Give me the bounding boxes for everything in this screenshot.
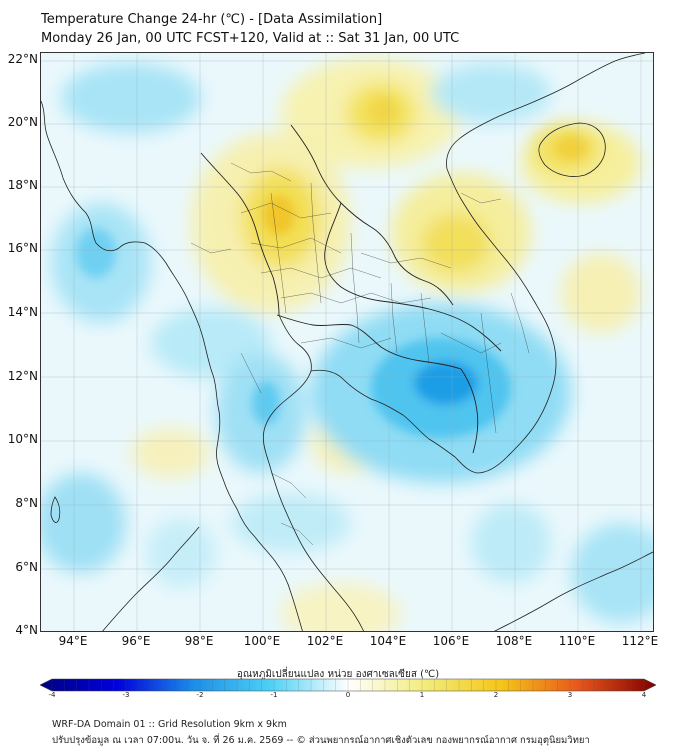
- cool-anomaly: [252, 381, 280, 425]
- colorbar-bar: [40, 678, 656, 692]
- cool-anomaly: [76, 228, 116, 278]
- cool-anomaly: [571, 523, 653, 623]
- coastlines: [41, 53, 653, 631]
- cool-anomaly: [471, 503, 551, 583]
- warm-anomaly: [555, 136, 587, 160]
- graticule: [41, 53, 653, 631]
- warm-anomaly: [421, 213, 491, 273]
- lat-label: 12°N: [7, 369, 38, 383]
- update-credit: ปรับปรุงข้อมูล ณ เวลา 07:00น. วัน จ. ที่…: [52, 735, 590, 746]
- lon-label: 110°E: [558, 634, 596, 648]
- colorbar-tick-label: 1: [419, 691, 425, 699]
- colorbar-tick-label: 3: [567, 691, 573, 699]
- lon-label: 108°E: [495, 634, 533, 648]
- map-frame: [40, 52, 654, 632]
- warm-anomaly: [281, 583, 401, 631]
- temperature-change-map: [41, 53, 653, 631]
- cool-anomaly: [414, 361, 478, 405]
- map-title: Temperature Change 24-hr (℃) - [Data Ass…: [41, 12, 383, 27]
- cool-anomaly: [61, 63, 201, 133]
- colorbar-tick-label: 2: [493, 691, 499, 699]
- colorbar-label: อุณหภูมิเปลี่ยนแปลง หน่วย องศาเซลเซียส (…: [236, 669, 440, 680]
- colorbar-tick-label: -1: [270, 691, 278, 699]
- lon-label: 96°E: [121, 634, 151, 648]
- lat-label: 18°N: [7, 178, 38, 192]
- cool-anomaly: [146, 518, 216, 588]
- lon-label: 100°E: [243, 634, 281, 648]
- lon-label: 106°E: [432, 634, 470, 648]
- lat-label: 20°N: [7, 115, 38, 129]
- colorbar-tick-label: -3: [122, 691, 130, 699]
- lat-label: 8°N: [15, 496, 38, 510]
- colorbar-tick-label: -2: [196, 691, 204, 699]
- warm-anomaly: [561, 253, 641, 333]
- lon-label: 94°E: [58, 634, 88, 648]
- model-info: WRF-DA Domain 01 :: Grid Resolution 9km …: [52, 719, 287, 730]
- colorbar-tick-label: 4: [641, 691, 647, 699]
- lat-label: 16°N: [7, 241, 38, 255]
- strong-anomaly-cores: [76, 97, 587, 438]
- lon-label: 112°E: [621, 634, 659, 648]
- forecast-valid-time: Monday 26 Jan, 00 UTC FCST+120, Valid at…: [41, 31, 460, 46]
- lon-label: 98°E: [184, 634, 214, 648]
- colorbar-tick-label: -4: [48, 691, 56, 699]
- cool-anomaly: [431, 63, 551, 123]
- lat-label: 22°N: [7, 52, 38, 66]
- colorbar: [40, 678, 656, 692]
- lon-label: 104°E: [369, 634, 407, 648]
- lon-label: 102°E: [306, 634, 344, 648]
- country-borders: [200, 124, 502, 454]
- cool-anomaly: [41, 473, 126, 573]
- lat-label: 14°N: [7, 305, 38, 319]
- warm-anomaly: [131, 428, 211, 478]
- anomaly-field: [41, 58, 653, 631]
- colorbar-ticks: [51, 679, 645, 691]
- province-borders: [190, 162, 530, 546]
- colorbar-tick-label: 0: [345, 691, 351, 699]
- lat-label: 6°N: [15, 560, 38, 574]
- warm-anomaly: [369, 97, 397, 125]
- lat-label: 4°N: [15, 623, 38, 637]
- lat-label: 10°N: [7, 432, 38, 446]
- warm-anomaly: [263, 195, 295, 235]
